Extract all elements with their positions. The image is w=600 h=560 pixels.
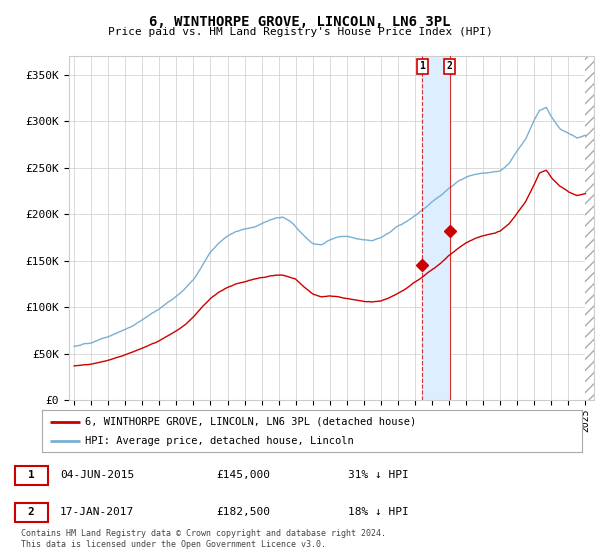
Text: 18% ↓ HPI: 18% ↓ HPI — [348, 507, 409, 517]
Text: 31% ↓ HPI: 31% ↓ HPI — [348, 470, 409, 480]
Text: 2: 2 — [28, 507, 35, 517]
Text: 04-JUN-2015: 04-JUN-2015 — [60, 470, 134, 480]
Text: 6, WINTHORPE GROVE, LINCOLN, LN6 3PL: 6, WINTHORPE GROVE, LINCOLN, LN6 3PL — [149, 15, 451, 29]
Text: 17-JAN-2017: 17-JAN-2017 — [60, 507, 134, 517]
FancyBboxPatch shape — [15, 466, 48, 484]
Text: 6, WINTHORPE GROVE, LINCOLN, LN6 3PL (detached house): 6, WINTHORPE GROVE, LINCOLN, LN6 3PL (de… — [85, 417, 416, 427]
Bar — [422, 56, 450, 400]
Text: 1: 1 — [28, 470, 35, 480]
Text: £145,000: £145,000 — [216, 470, 270, 480]
Text: 2: 2 — [447, 62, 453, 71]
Text: £182,500: £182,500 — [216, 507, 270, 517]
Text: Price paid vs. HM Land Registry's House Price Index (HPI): Price paid vs. HM Land Registry's House … — [107, 27, 493, 37]
Text: Contains HM Land Registry data © Crown copyright and database right 2024.
This d: Contains HM Land Registry data © Crown c… — [21, 529, 386, 549]
Text: HPI: Average price, detached house, Lincoln: HPI: Average price, detached house, Linc… — [85, 436, 354, 446]
FancyBboxPatch shape — [15, 503, 48, 521]
Bar — [586, 56, 600, 400]
Text: 1: 1 — [419, 62, 425, 71]
